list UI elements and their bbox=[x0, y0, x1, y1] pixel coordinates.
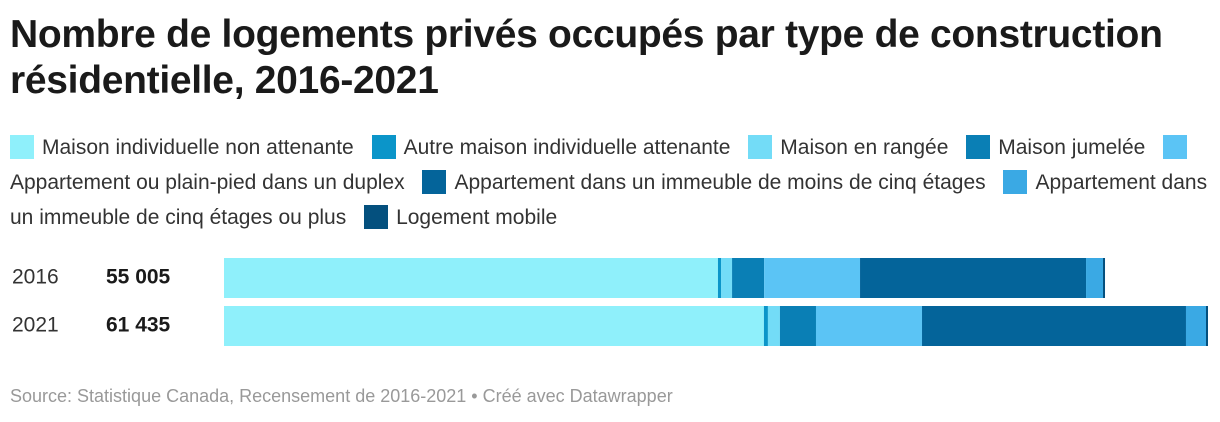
legend-item: Maison jumelée bbox=[966, 135, 1146, 159]
legend-item: Maison en rangée bbox=[748, 135, 949, 159]
legend-label: Appartement dans un immeuble de cinq éta… bbox=[10, 171, 1208, 229]
bar-segment bbox=[764, 258, 861, 298]
bar-segment bbox=[779, 306, 816, 346]
legend-swatch bbox=[748, 135, 773, 159]
bar-segment bbox=[224, 258, 718, 298]
bar-segment bbox=[732, 258, 765, 298]
legend-label: Maison individuelle non attenante bbox=[42, 136, 354, 159]
category-label: 2021 bbox=[12, 314, 59, 337]
bar-segment bbox=[922, 306, 1186, 346]
bar-segment bbox=[1086, 258, 1104, 298]
legend-swatch bbox=[1163, 135, 1188, 159]
legend-swatch bbox=[966, 135, 991, 159]
legend-swatch bbox=[422, 170, 447, 194]
bar-segment bbox=[717, 258, 722, 298]
legend-item: Autre maison individuelle attenante bbox=[371, 135, 731, 159]
legend: Maison individuelle non attenante Autre … bbox=[10, 130, 1215, 235]
legend-item: Maison individuelle non attenante bbox=[10, 135, 354, 159]
bar-segment bbox=[224, 306, 764, 346]
bar-segment bbox=[1185, 306, 1206, 346]
legend-swatch bbox=[10, 135, 34, 159]
bar-segment bbox=[763, 306, 768, 346]
total-label: 55 005 bbox=[106, 266, 171, 289]
chart: 2016 55 005 2021 61 435 bbox=[12, 258, 1208, 346]
legend-item: Logement mobile bbox=[364, 205, 558, 229]
legend-label: Autre maison individuelle attenante bbox=[403, 136, 731, 159]
total-label: 61 435 bbox=[106, 314, 171, 337]
legend-item: Appartement dans un immeuble de moins de… bbox=[422, 170, 986, 194]
legend-item: Appartement dans un immeuble de cinq éta… bbox=[10, 170, 1208, 229]
legend-swatch bbox=[1003, 170, 1028, 194]
chart-title: Nombre de logements privés occupés par t… bbox=[10, 13, 1163, 102]
legend-label: Maison jumelée bbox=[998, 136, 1146, 159]
legend-label: Logement mobile bbox=[396, 206, 558, 229]
legend-swatch bbox=[364, 205, 389, 229]
category-label: 2016 bbox=[12, 266, 59, 289]
legend-label: Appartement ou plain-pied dans un duplex bbox=[10, 171, 405, 194]
legend-swatch bbox=[371, 135, 396, 159]
bar-segment bbox=[767, 306, 780, 346]
bar-segment bbox=[721, 258, 733, 298]
bar-segment bbox=[1103, 258, 1106, 298]
bar-segment bbox=[1205, 306, 1208, 346]
legend-label: Appartement dans un immeuble de moins de… bbox=[454, 171, 986, 194]
legend-item: Appartement ou plain-pied dans un duplex bbox=[10, 135, 1195, 194]
bar-segment bbox=[815, 306, 923, 346]
source: Source: Statistique Canada, Recensement … bbox=[10, 386, 673, 406]
legend-label: Maison en rangée bbox=[780, 136, 949, 159]
bar-segment bbox=[860, 258, 1087, 298]
